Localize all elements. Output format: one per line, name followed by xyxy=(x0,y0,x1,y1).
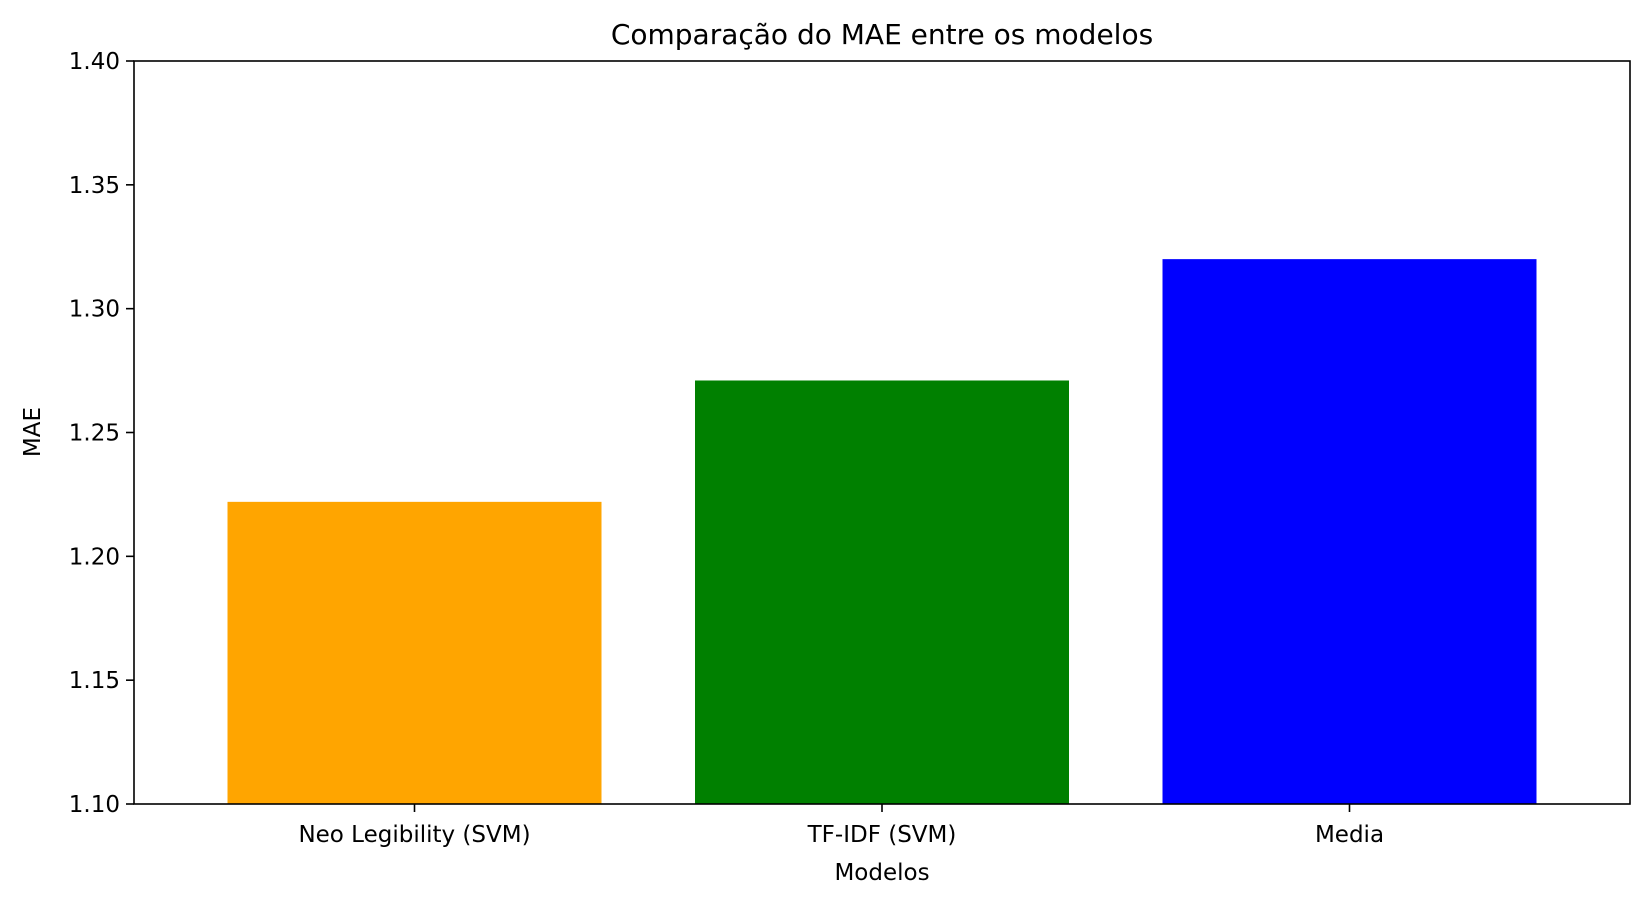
x-tick-label: TF-IDF (SVM) xyxy=(807,822,957,848)
bars-group xyxy=(227,259,1537,805)
y-tick-label: 1.15 xyxy=(69,668,120,694)
x-axis-ticks: Neo Legibility (SVM) TF-IDF (SVM) Media xyxy=(298,804,1384,848)
bar-1 xyxy=(695,380,1069,804)
x-tick-label: Neo Legibility (SVM) xyxy=(298,822,530,848)
y-tick-label: 1.10 xyxy=(69,792,120,818)
y-tick-label: 1.30 xyxy=(69,297,120,323)
y-axis-label: MAE xyxy=(20,407,46,457)
x-tick-label: Media xyxy=(1315,822,1384,848)
y-axis-ticks: 1.10 1.15 1.20 1.25 1.30 1.35 1.40 xyxy=(69,49,134,818)
y-tick-label: 1.25 xyxy=(69,421,120,447)
bar-0 xyxy=(227,501,602,804)
plot-frame xyxy=(133,60,1631,805)
bar-2 xyxy=(1162,259,1537,805)
chart-title: Comparação do MAE entre os modelos xyxy=(611,18,1153,51)
x-axis-label: Modelos xyxy=(834,860,929,886)
y-tick-label: 1.40 xyxy=(69,49,120,75)
y-tick-label: 1.35 xyxy=(69,173,120,199)
y-tick-label: 1.20 xyxy=(69,544,120,570)
